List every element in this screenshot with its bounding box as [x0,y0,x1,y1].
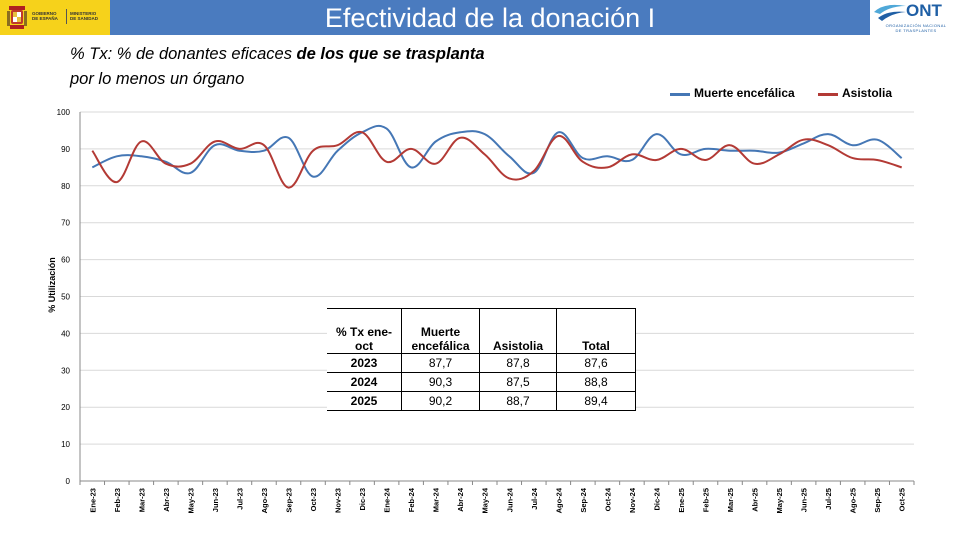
table-header-as: Asistolia [479,308,557,354]
table-row: 2025 90,2 88,7 89,4 [327,391,636,411]
table-cell-me: 90,2 [401,391,480,411]
y-tick-label: 40 [61,329,70,338]
page-title: Efectividad de la donación I [324,3,656,33]
x-tick-label: Sep-24 [579,487,588,512]
y-tick-label: 90 [61,145,70,154]
x-tick-label: Dic-23 [358,488,367,511]
series-line-asistolia [91,130,903,189]
subtitle-part1: % Tx: % de donantes eficaces [70,45,297,63]
table-cell-total: 89,4 [556,391,636,411]
table-cell-year: 2025 [327,391,402,411]
gobierno-text: GOBIERNO DE ESPAÑA [32,11,58,21]
y-tick-label: 60 [61,256,70,265]
ministerio-text: MINISTERIO DE SANIDAD [70,11,99,21]
x-tick-label: Abr-23 [162,488,171,512]
y-tick-label: 100 [57,108,71,117]
table-header-me: Muerte encefálica [401,308,480,354]
gobierno-logo: GOBIERNO DE ESPAÑA MINISTERIO DE SANIDAD [0,0,110,35]
y-tick-label: 80 [61,182,70,191]
x-tick-label: May-23 [186,488,195,513]
table-cell-me: 87,7 [401,353,480,373]
ont-name: ONT [906,1,942,20]
x-tick-label: May-25 [775,488,784,513]
x-tick-label: Ago-25 [849,488,858,513]
x-tick-label: Mar-24 [432,487,441,512]
y-tick-label: 50 [61,293,70,302]
x-tick-label: Dic-24 [652,487,661,510]
subtitle-part3: por lo menos un órgano [70,70,245,88]
table-row: 2024 90,3 87,5 88,8 [327,372,636,392]
x-tick-label: Jun-23 [211,488,220,512]
y-tick-label: 0 [66,477,71,486]
x-tick-label: Oct-23 [309,488,318,511]
x-tick-label: Abr-24 [456,487,465,512]
x-tick-label: Sep-23 [285,488,294,513]
x-tick-label: Ago-23 [260,488,269,513]
x-tick-label: Ene-25 [677,488,686,513]
x-tick-label: Feb-24 [407,487,416,512]
table-cell-total: 87,6 [556,353,636,373]
x-tick-label: Jun-25 [800,488,809,512]
x-tick-label: Jul-24 [530,487,539,510]
y-tick-label: 20 [61,403,70,412]
x-tick-label: Mar-25 [726,488,735,512]
x-tick-label: Nov-24 [628,487,637,513]
table-cell-me: 90,3 [401,372,480,392]
x-tick-label: Oct-24 [603,487,612,511]
x-tick-label: Ago-24 [554,487,563,513]
x-tick-label: Jul-23 [235,488,244,510]
coat-of-arms-icon [7,6,27,29]
x-tick-label: Ene-23 [88,488,97,513]
y-tick-label: 70 [61,219,70,228]
subtitle-part2: de los que se trasplanta [296,45,485,63]
table-header-row: % Tx ene-oct Muerte encefálica Asistolia… [327,308,636,354]
x-tick-label: May-24 [481,487,490,513]
x-tick-label: Mar-23 [137,488,146,512]
x-tick-label: Oct-25 [898,488,907,511]
x-tick-label: Feb-23 [113,488,122,512]
legend-label-muerte: Muerte encefálica [694,86,795,100]
y-tick-label: 10 [61,440,70,449]
ont-swoosh-icon [874,4,906,21]
header: GOBIERNO DE ESPAÑA MINISTERIO DE SANIDAD… [0,0,960,35]
table-cell-year: 2024 [327,372,402,392]
table-cell-total: 88,8 [556,372,636,392]
legend-label-asistolia: Asistolia [842,86,893,100]
table-header-period: % Tx ene-oct [327,308,402,354]
chart-subtitle: % Tx: % de donantes eficaces de los que … [70,42,490,92]
table-header-total: Total [556,308,636,354]
x-tick-label: Nov-23 [334,488,343,513]
table-row: 2023 87,7 87,8 87,6 [327,353,636,373]
series-line-muerte-encefalica [91,124,903,178]
x-tick-label: Sep-25 [873,488,882,513]
x-tick-label: Ene-24 [383,487,392,512]
table-cell-as: 87,8 [479,353,557,373]
y-tick-label: 30 [61,366,70,375]
table-cell-year: 2023 [327,353,402,373]
ont-logo: ONT ORGANIZACIÓN NACIONAL DE TRASPLANTES [870,0,960,35]
x-tick-label: Feb-25 [702,488,711,512]
x-tick-label: Abr-25 [751,488,760,512]
logo-separator [66,9,67,24]
table-cell-as: 88,7 [479,391,557,411]
x-tick-label: Jun-24 [505,487,514,512]
ont-subtitle: ORGANIZACIÓN NACIONAL DE TRASPLANTES [885,23,947,33]
x-tick-label: Jul-25 [824,488,833,510]
legend-swatch-muerte [670,93,690,96]
table-cell-as: 87,5 [479,372,557,392]
header-bar [110,0,870,35]
summary-table: % Tx ene-oct Muerte encefálica Asistolia… [327,308,636,411]
legend-swatch-asistolia [818,93,838,96]
